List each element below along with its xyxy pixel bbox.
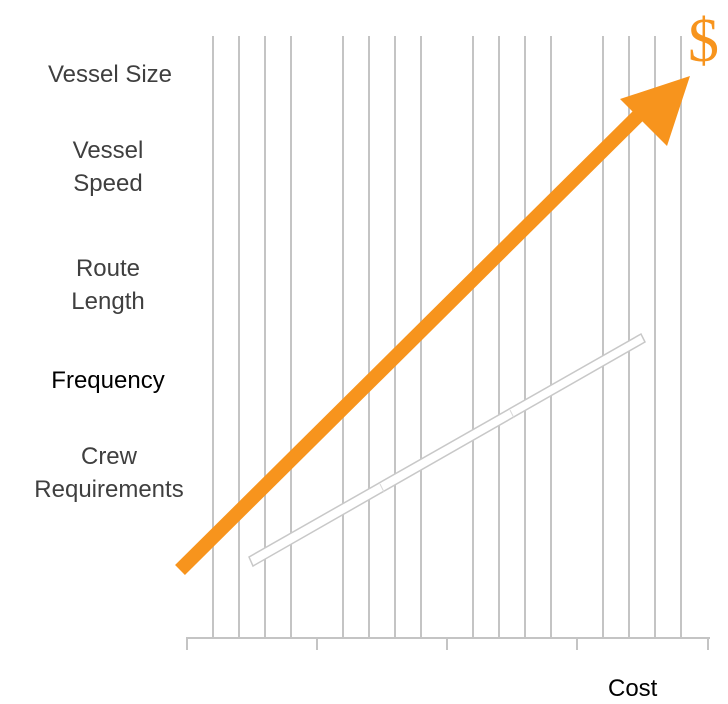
factor-label: Route Length: [71, 255, 145, 315]
cost-axis: [186, 637, 710, 650]
axis-label-text: Cost: [608, 675, 658, 702]
factor-label: Vessel Speed: [72, 137, 144, 197]
factor-frequency: Frequency: [18, 364, 198, 397]
factor-vessel-size: Vessel Size: [20, 58, 200, 91]
hollow-trend-shape: [248, 332, 646, 568]
dollar-sign-text: $: [688, 7, 719, 75]
factor-label: Vessel Size: [47, 61, 173, 88]
factor-vessel-speed: Vessel Speed: [48, 134, 168, 200]
hollow-trend-divider: [379, 483, 385, 493]
cost-axis-label: Cost: [608, 675, 657, 703]
factor-route-length: Route Length: [48, 252, 168, 318]
factor-label: Crew Requirements: [34, 443, 184, 503]
cost-arrow-shaft: [175, 99, 655, 575]
hollow-trend-bar: [248, 332, 646, 568]
factor-crew-requirements: Crew Requirements: [4, 440, 214, 506]
cost-arrow-head: [620, 76, 690, 146]
dollar-sign-icon: $: [688, 6, 719, 76]
hollow-trend-divider: [509, 409, 515, 419]
cost-trend-arrow: [175, 76, 690, 575]
vertical-grid-lines: [212, 36, 682, 638]
factor-label: Frequency: [51, 367, 165, 394]
